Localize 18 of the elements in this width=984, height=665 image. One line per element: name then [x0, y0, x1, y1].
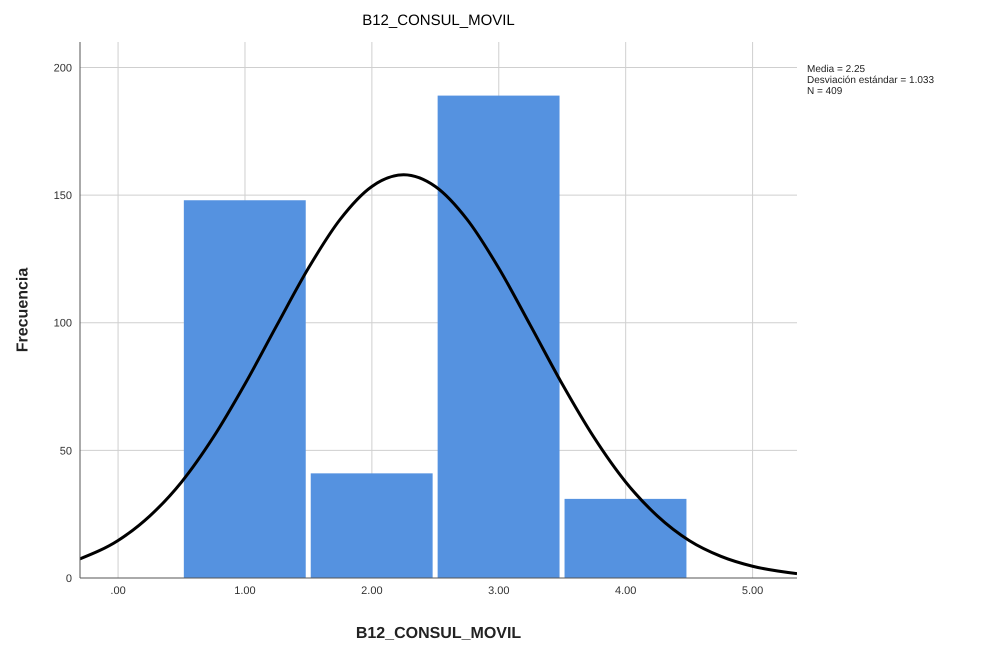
text: Media = 2.25 — [807, 64, 866, 75]
text: N = 409 — [807, 86, 844, 97]
text: Desviación estándar = 1.033 — [807, 75, 934, 86]
chart-title: B12_CONSUL_MOVIL — [361, 12, 516, 29]
y-tick-label: 50 — [60, 445, 72, 458]
line-series — [80, 173, 797, 576]
x-tick-label: 1.00 — [234, 584, 256, 597]
x-tick-label: 2.00 — [361, 584, 383, 597]
y-axis-title: Frecuencia — [14, 268, 32, 352]
x-axis-title: B12_CONSUL_MOVIL — [356, 625, 522, 642]
x-tick-label: .00 — [110, 584, 126, 597]
y-tick-label: 150 — [54, 190, 72, 202]
y-tick-label: 200 — [54, 62, 72, 74]
x-tick-label: 4.00 — [614, 584, 636, 597]
y-tick-label: 0 — [66, 572, 72, 585]
y-tick-label: 100 — [54, 318, 72, 330]
x-tick-label: 3.00 — [488, 584, 510, 597]
x-tick-label: 5.00 — [742, 584, 764, 597]
